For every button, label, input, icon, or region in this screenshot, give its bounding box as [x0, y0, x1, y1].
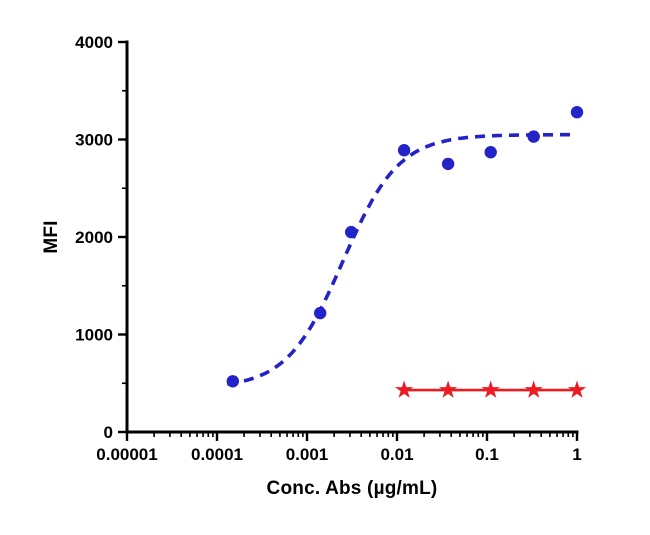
x-tick-label: 0.0001	[191, 445, 243, 464]
y-tick-label: 2000	[75, 228, 113, 247]
y-axis-title: MFI	[41, 220, 62, 253]
data-point-circle	[441, 157, 455, 171]
plot-layer: 0 1000 2000 3000 4000 0.00001 0.0001 0.001 0.01 0…	[75, 33, 587, 464]
data-point-circle	[226, 375, 239, 388]
x-tick-label: 0.00001	[96, 445, 157, 464]
data-point-circle	[527, 130, 540, 143]
y-tick-label: 4000	[75, 33, 113, 52]
y-tick-label: 0	[104, 423, 113, 442]
y-tick-label: 3000	[75, 131, 113, 150]
x-tick-label: 0.1	[475, 445, 499, 464]
data-point-star	[394, 380, 414, 398]
fit-curve	[227, 132, 577, 386]
data-point-star	[524, 380, 543, 398]
data-point-circle	[314, 306, 327, 320]
data-point-circle	[484, 146, 497, 159]
data-point-circle	[345, 225, 358, 239]
x-tick-label: 0.01	[380, 445, 413, 464]
data-point-circle	[397, 144, 411, 157]
x-tick-label: 1	[572, 445, 581, 464]
data-point-circle	[570, 106, 584, 119]
x-axis-title: Conc. Abs (µg/mL)	[267, 478, 438, 499]
y-tick-label: 1000	[75, 326, 113, 345]
x-tick-label: 0.001	[286, 445, 329, 464]
data-point-star	[567, 380, 587, 398]
data-point-star	[481, 380, 500, 398]
data-point-star	[438, 380, 458, 398]
